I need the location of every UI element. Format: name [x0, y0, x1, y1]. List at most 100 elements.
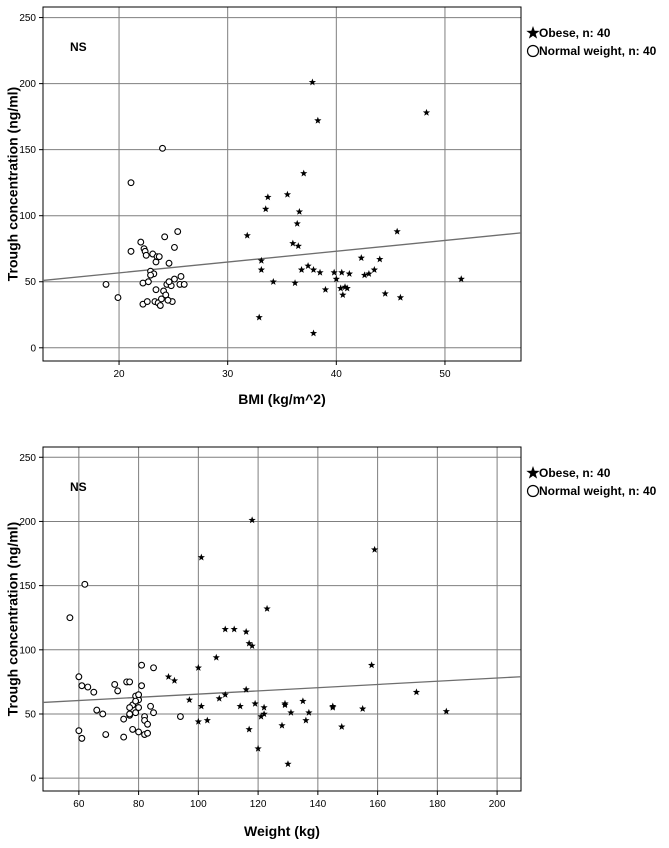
x-tick-label: 30: [222, 369, 234, 380]
normal-weight-point: [165, 259, 173, 267]
obese-point: [236, 702, 244, 710]
obese-point: [287, 708, 295, 716]
obese-point: [329, 702, 337, 710]
normal-weight-point: [132, 697, 140, 705]
obese-point: [283, 190, 292, 198]
x-tick-label: 180: [429, 799, 446, 810]
normal-weight-point: [75, 673, 83, 681]
significance-annotation: NS: [70, 480, 87, 494]
y-tick-label: 250: [19, 13, 36, 24]
y-tick-label: 150: [19, 581, 36, 592]
normal-weight-point: [139, 279, 147, 287]
x-tick-label: 140: [310, 799, 327, 810]
y-axis-title: Trough concentration (ng/ml): [5, 87, 21, 281]
x-tick-label: 160: [369, 799, 386, 810]
normal-weight-point: [66, 614, 74, 622]
normal-weight-point: [129, 725, 137, 733]
x-tick-label: 20: [113, 369, 125, 380]
normal-weight-point: [138, 682, 146, 690]
normal-weight-point: [90, 688, 98, 696]
obese-point: [263, 604, 271, 612]
obese-point: [260, 703, 268, 711]
normal-weight-point: [144, 720, 152, 728]
y-tick-label: 200: [19, 517, 36, 528]
x-tick-label: 200: [489, 799, 506, 810]
normal-weight-point: [102, 731, 110, 738]
y-tick-label: 50: [25, 709, 37, 720]
obese-point: [289, 239, 297, 247]
normal-weight-point: [159, 144, 166, 152]
obese-point: [341, 283, 349, 291]
y-tick-label: 0: [30, 774, 36, 785]
y-tick-label: 250: [19, 453, 36, 464]
obese-point: [170, 676, 179, 684]
obese-point: [197, 702, 205, 710]
obese-point: [360, 271, 369, 279]
obese-point: [304, 262, 312, 269]
obese-point: [212, 653, 220, 661]
obese-point: [294, 242, 302, 250]
plot-frame: [42, 6, 522, 362]
normal-weight-point: [78, 682, 86, 690]
obese-point: [370, 266, 378, 273]
normal-weight-point: [126, 704, 134, 712]
normal-weight-point: [114, 687, 122, 695]
obese-point: [255, 313, 263, 321]
normal-weight-point: [93, 706, 101, 714]
normal-weight-point: [180, 280, 188, 288]
normal-weight-point: [144, 729, 152, 737]
normal-weight-point: [135, 728, 143, 736]
normal-weight-point: [150, 709, 157, 717]
obese-point: [442, 707, 450, 715]
normal-weight-point: [177, 273, 185, 280]
obese-point: [281, 699, 289, 707]
obese-point: [338, 268, 346, 276]
obese-point: [381, 289, 389, 297]
obese-point: [339, 291, 347, 299]
obese-point: [215, 694, 223, 702]
normal-weight-point: [147, 702, 155, 710]
obese-point: [278, 721, 286, 729]
obese-point: [194, 663, 202, 671]
obese-point: [257, 266, 265, 273]
obese-point: [221, 690, 229, 698]
obese-point: [314, 116, 322, 124]
x-axis-title: BMI (kg/m^2): [238, 391, 326, 407]
normal-weight-point: [155, 253, 163, 261]
obese-point: [371, 545, 379, 553]
obese-point: [264, 193, 272, 201]
obese-point: [309, 329, 318, 337]
obese-point: [338, 723, 346, 730]
x-tick-label: 100: [190, 799, 207, 810]
obese-point: [376, 255, 384, 263]
obese-point: [309, 266, 318, 273]
normal-weight-point: [152, 286, 160, 294]
normal-weight-point: [171, 243, 178, 251]
obese-point: [302, 716, 310, 724]
normal-weight-point: [176, 713, 184, 721]
y-tick-label: 50: [25, 277, 37, 288]
obese-point: [242, 685, 250, 693]
normal-weight-point: [127, 179, 135, 187]
normal-weight-point: [171, 275, 178, 283]
obese-point: [332, 275, 340, 283]
obese-point: [345, 270, 353, 277]
plot-frame: [42, 446, 522, 792]
obese-point: [412, 688, 421, 696]
obese-point: [308, 78, 317, 86]
normal-weight-point: [114, 294, 122, 302]
normal-weight-point: [135, 691, 143, 699]
obese-point: [242, 628, 250, 635]
legend-star-icon: [526, 466, 540, 479]
obese-point: [316, 268, 324, 276]
normal-weight-point: [157, 295, 165, 303]
obese-point: [293, 219, 301, 227]
obese-point: [457, 275, 465, 283]
normal-weight-point: [135, 704, 143, 712]
obese-point: [343, 284, 351, 292]
plot-area: [43, 447, 521, 791]
obese-point: [221, 625, 229, 633]
legend-circle-icon: [526, 484, 540, 498]
chart-bmi: 20 30 40 50 0 50 100 150 200 250 BMI (kg/m^2) Troug…: [5, 6, 657, 407]
obese-point: [248, 642, 256, 650]
